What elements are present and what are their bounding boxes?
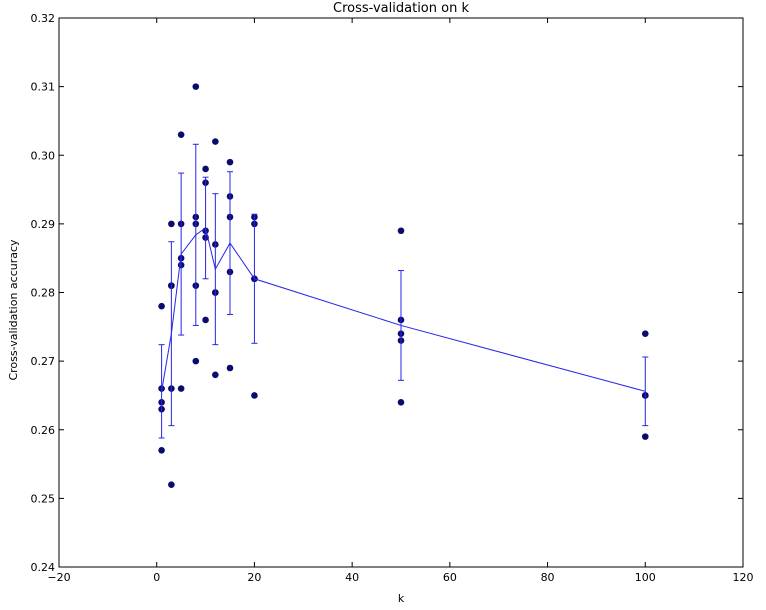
data-point <box>168 481 175 488</box>
data-point <box>251 392 258 399</box>
x-tick-label: 80 <box>541 571 555 584</box>
data-point <box>212 371 219 379</box>
mean-accuracy-line <box>161 227 646 392</box>
x-tick-label: 60 <box>443 571 457 584</box>
x-tick-label: 20 <box>247 571 261 584</box>
y-tick-label: 0.26 <box>31 424 56 437</box>
data-point <box>226 158 234 166</box>
y-tick-label: 0.27 <box>31 355 56 368</box>
chart-title: Cross-validation on k <box>333 1 469 16</box>
x-tick-label: 100 <box>635 571 656 584</box>
x-axis-label: k <box>398 592 405 605</box>
data-point <box>212 138 219 145</box>
data-point <box>202 316 209 324</box>
y-tick-label: 0.25 <box>31 492 56 505</box>
data-point <box>641 433 649 440</box>
y-tick-label: 0.29 <box>31 218 56 231</box>
axes: −20 0 20 40 60 80 100 120 0.24 0.25 0.26 0.27 0.28 0.… <box>31 12 754 584</box>
x-tick-label: 40 <box>345 571 359 584</box>
data-point <box>641 330 649 337</box>
y-tick-label: 0.24 <box>31 561 56 574</box>
data-point <box>192 83 200 90</box>
data-point <box>397 399 405 406</box>
y-tick-label: 0.32 <box>31 12 56 25</box>
data-point <box>226 364 234 372</box>
data-point <box>168 220 175 228</box>
y-axis-label: Cross-validation accuracy <box>7 239 20 381</box>
data-point <box>202 165 209 173</box>
x-tick-label: 0 <box>153 571 160 584</box>
data-point <box>177 385 185 392</box>
data-point <box>192 357 200 365</box>
y-tick-label: 0.28 <box>31 287 56 300</box>
data-point <box>158 447 165 454</box>
y-tick-label: 0.31 <box>31 81 56 94</box>
x-tick-label: −20 <box>47 571 70 584</box>
plot-area <box>158 83 649 488</box>
x-tick-label: 120 <box>733 571 754 584</box>
data-point <box>397 227 405 235</box>
data-point <box>177 131 185 138</box>
y-tick-label: 0.30 <box>31 149 56 162</box>
data-point <box>158 302 165 310</box>
